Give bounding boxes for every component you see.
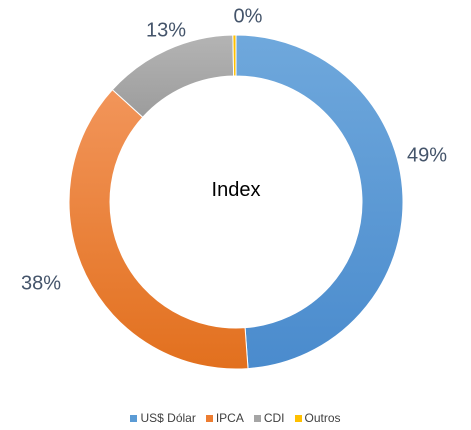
data-label-outros: 0% — [234, 5, 263, 27]
data-label-ipca: 38% — [21, 272, 61, 294]
legend-item: US$ Dólar — [130, 411, 196, 425]
legend-swatch — [130, 414, 138, 422]
slice-ipca — [68, 88, 249, 370]
legend-swatch — [253, 414, 261, 422]
data-label-cdi: 13% — [146, 19, 186, 41]
legend-swatch — [205, 414, 213, 422]
legend-label: IPCA — [215, 411, 244, 425]
legend-item: IPCA — [205, 411, 244, 425]
legend-item: Outros — [294, 411, 341, 425]
center-label: Index — [212, 179, 261, 201]
legend: US$ Dólar IPCA CDI Outros — [0, 411, 471, 425]
data-label-us-d-lar: 49% — [407, 144, 447, 166]
legend-label: US$ Dólar — [140, 411, 196, 425]
legend-label: CDI — [263, 411, 285, 425]
slice-cdi — [111, 34, 235, 118]
slice-outros — [232, 34, 237, 77]
legend-swatch — [294, 414, 302, 422]
legend-item: CDI — [253, 411, 285, 425]
slice-us-d-lar — [235, 34, 404, 370]
legend-label: Outros — [304, 411, 341, 425]
